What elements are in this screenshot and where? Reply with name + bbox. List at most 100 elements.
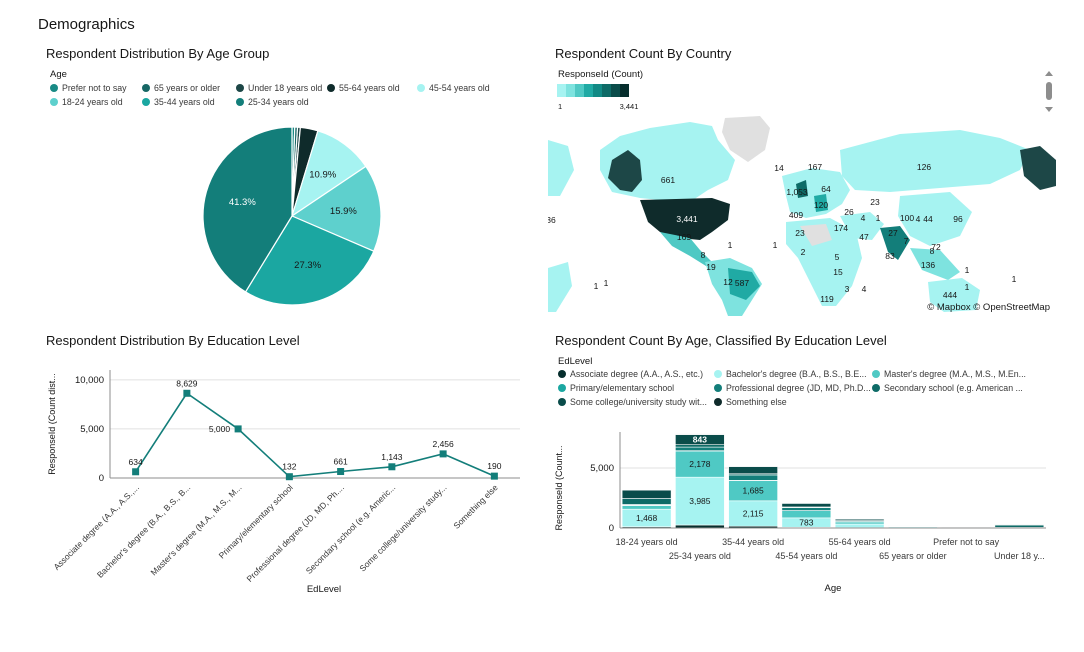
map-scrollbar[interactable]	[1043, 70, 1055, 114]
legend-label: Something else	[726, 397, 787, 407]
bar-segment[interactable]	[728, 474, 778, 481]
map-country-count: 4	[862, 284, 867, 294]
age-legend-item[interactable]: Prefer not to say	[50, 83, 127, 93]
bar-x-tick-label: 35-44 years old	[722, 537, 784, 547]
pie-slice[interactable]	[202, 126, 293, 293]
pie-slice-label: 10.9%	[309, 170, 336, 181]
edlevel-legend-item[interactable]: Secondary school (e.g. American ...	[872, 383, 1023, 393]
line-x-tick-label: Bachelor's degree (B.A., B.S., B...	[95, 482, 192, 579]
world-map[interactable]: 661 3,441 169 14 167 1,053 64 120 409 26 23 126 4 1 10…	[548, 112, 1056, 316]
map-country-count: 174	[834, 223, 848, 233]
map-region-europe	[782, 168, 850, 218]
map-country-count: 1	[876, 213, 881, 223]
map-scale-swatch	[566, 84, 575, 97]
line-point[interactable]	[388, 463, 396, 471]
scroll-thumb[interactable]	[1046, 82, 1052, 100]
line-value-label: 1,143	[381, 452, 403, 462]
legend-swatch-icon	[714, 384, 722, 392]
age-legend-item[interactable]: 55-64 years old	[327, 83, 400, 93]
map-scale-swatch	[620, 84, 629, 97]
map-country-count: 1	[728, 240, 733, 250]
bar-segment[interactable]	[621, 489, 672, 499]
age-legend-item[interactable]: 25-34 years old	[236, 97, 309, 107]
map-scale-swatch	[575, 84, 584, 97]
map-region-usa	[640, 198, 730, 240]
line-point[interactable]	[234, 425, 242, 433]
line-point[interactable]	[285, 473, 293, 481]
education-line-title: Respondent Distribution By Education Lev…	[46, 333, 300, 348]
line-x-tick-label: Professional degree (JD, MD, Ph....	[244, 482, 346, 584]
map-country-count: 12	[723, 277, 733, 287]
map-country-count: 2	[801, 247, 806, 257]
age-legend-item[interactable]: 65 years or older	[142, 83, 220, 93]
line-value-label: 8,629	[176, 378, 198, 388]
map-country-count: 47	[859, 232, 869, 242]
line-point[interactable]	[439, 450, 447, 458]
pie-slice[interactable]	[290, 165, 382, 252]
map-attribution[interactable]: © Mapbox © OpenStreetMap	[927, 302, 1050, 313]
age-legend: Prefer not to say 65 years or older Under …	[50, 83, 530, 113]
bar-segment[interactable]	[621, 489, 672, 491]
map-country-count: 72	[931, 242, 941, 252]
line-point[interactable]	[337, 468, 345, 476]
bar-segment[interactable]	[675, 433, 725, 435]
edlevel-legend-item[interactable]: Bachelor's degree (B.A., B.S., B.E...	[714, 369, 867, 379]
bar-segment-label: 843	[693, 435, 707, 445]
bar-x-tick-label: 65 years or older	[879, 551, 947, 561]
bar-segment[interactable]	[675, 446, 725, 451]
line-value-label: 190	[487, 461, 501, 471]
legend-swatch-icon	[142, 84, 150, 92]
map-region-africa	[786, 218, 862, 306]
scroll-down-icon[interactable]	[1045, 107, 1053, 112]
scroll-up-icon[interactable]	[1045, 71, 1053, 76]
map-country-count: 1	[965, 282, 970, 292]
line-value-label: 2,456	[432, 439, 454, 449]
bar-segment[interactable]	[621, 498, 672, 505]
line-value-label: 634	[129, 457, 143, 467]
line-y-axis-title: ResponseId (Count dist...	[47, 373, 57, 475]
bar-segment[interactable]	[994, 524, 1045, 528]
edlevel-legend-item[interactable]: Primary/elementary school	[558, 383, 674, 393]
edlevel-legend-item[interactable]: Master's degree (M.A., M.S., M.En...	[872, 369, 1026, 379]
legend-swatch-icon	[417, 84, 425, 92]
legend-label: 18-24 years old	[62, 97, 123, 107]
pie-slice[interactable]	[244, 215, 375, 306]
age-legend-item[interactable]: Under 18 years old	[236, 83, 322, 93]
page-title: Demographics	[38, 16, 135, 33]
age-legend-item[interactable]: 18-24 years old	[50, 97, 123, 107]
bar-segment[interactable]	[781, 507, 832, 511]
bar-x-tick-label: 55-64 years old	[829, 537, 891, 547]
age-legend-item[interactable]: 35-44 years old	[142, 97, 215, 107]
map-country-count: 23	[870, 197, 880, 207]
edlevel-legend-item[interactable]: Associate degree (A.A., A.S., etc.)	[558, 369, 703, 379]
map-country-count: 4	[916, 214, 921, 224]
line-point[interactable]	[132, 468, 140, 476]
line-value-label: 5,000	[209, 424, 231, 434]
bar-x-tick-label: 25-34 years old	[669, 551, 731, 561]
bar-segment[interactable]	[834, 521, 885, 525]
legend-swatch-icon	[872, 370, 880, 378]
map-country-count: 1	[604, 278, 609, 288]
legend-swatch-icon	[558, 384, 566, 392]
map-country-count: 1	[1012, 274, 1017, 284]
bar-segment[interactable]	[728, 466, 778, 475]
line-point[interactable]	[183, 389, 191, 397]
legend-swatch-icon	[50, 98, 58, 106]
map-country-count: 169	[677, 232, 691, 242]
edlevel-legend-item[interactable]: Something else	[714, 397, 787, 407]
age-legend-item[interactable]: 45-54 years old	[417, 83, 490, 93]
bar-segment[interactable]	[675, 444, 725, 448]
map-country-count: 1	[594, 281, 599, 291]
line-point[interactable]	[490, 472, 498, 480]
map-scale-min: 1	[558, 102, 562, 111]
bar-segment[interactable]	[781, 503, 832, 508]
bar-segment[interactable]	[621, 505, 672, 510]
edlevel-legend-item[interactable]: Some college/university study wit...	[558, 397, 707, 407]
stacked-bar-title: Respondent Count By Age, Classified By E…	[555, 333, 887, 348]
bar-segment[interactable]	[834, 523, 885, 528]
legend-swatch-icon	[714, 370, 722, 378]
legend-swatch-icon	[872, 384, 880, 392]
map-country-count: 26	[844, 207, 854, 217]
bar-y-axis-title: ResponseId (Count...	[554, 445, 564, 530]
edlevel-legend-item[interactable]: Professional degree (JD, MD, Ph.D...	[714, 383, 871, 393]
